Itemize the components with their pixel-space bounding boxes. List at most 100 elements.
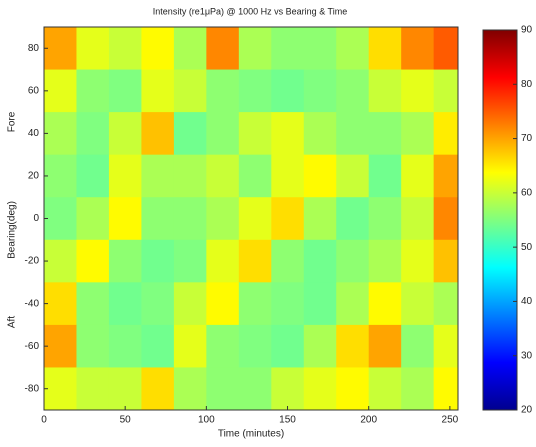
- heat-cell: [433, 197, 458, 241]
- heat-cell: [271, 282, 305, 326]
- heat-cell: [238, 154, 272, 198]
- heat-cell: [336, 282, 370, 326]
- heat-cell: [44, 367, 77, 410]
- heat-cell: [303, 112, 337, 156]
- colorbar: [482, 29, 518, 411]
- colorbar-tick-label: 90: [521, 25, 533, 36]
- heat-cell: [271, 69, 305, 113]
- heat-cell: [44, 324, 77, 368]
- y-tick-label: 20: [28, 171, 40, 182]
- heat-cell: [206, 367, 240, 410]
- fore-label: Fore: [7, 111, 18, 132]
- colorbar-tick-label: 30: [521, 350, 533, 361]
- y-axis-label: Bearing(deg): [7, 201, 18, 259]
- heat-cell: [238, 197, 272, 241]
- x-axis-label: Time (minutes): [218, 429, 284, 440]
- heat-cell: [238, 69, 272, 113]
- heat-cell: [368, 197, 402, 241]
- aft-label: Aft: [7, 316, 18, 328]
- heat-cell: [433, 282, 458, 326]
- heat-cell: [76, 27, 110, 71]
- heat-cell: [76, 197, 110, 241]
- heat-cell: [238, 324, 272, 368]
- y-tick-label: 40: [28, 128, 40, 139]
- x-tick-label: 100: [198, 415, 215, 426]
- heat-cell: [433, 112, 458, 156]
- heat-cell: [206, 154, 240, 198]
- heat-cell: [173, 197, 207, 241]
- heat-cell: [401, 154, 435, 198]
- x-tick-label: 150: [279, 415, 296, 426]
- colorbar-tick-label: 60: [521, 187, 533, 198]
- heat-cell: [238, 112, 272, 156]
- heat-cell: [108, 27, 142, 71]
- heat-cell: [108, 154, 142, 198]
- heat-cell: [271, 154, 305, 198]
- heat-cell: [76, 367, 110, 410]
- heat-cell: [44, 197, 77, 241]
- heat-cell: [141, 239, 175, 283]
- heatmap: [44, 27, 458, 410]
- heat-cell: [336, 197, 370, 241]
- heat-cell: [76, 239, 110, 283]
- heat-cell: [433, 154, 458, 198]
- heat-cell: [303, 239, 337, 283]
- heat-cell: [141, 69, 175, 113]
- heat-cell: [141, 27, 175, 71]
- heat-cell: [271, 324, 305, 368]
- heat-cell: [368, 27, 402, 71]
- heat-cell: [206, 197, 240, 241]
- heat-cell: [141, 112, 175, 156]
- heat-cell: [401, 197, 435, 241]
- heat-cell: [206, 324, 240, 368]
- heat-cell: [433, 324, 458, 368]
- heat-cell: [303, 69, 337, 113]
- heat-cell: [303, 367, 337, 410]
- heat-cell: [368, 367, 402, 410]
- heat-cell: [173, 282, 207, 326]
- heat-cell: [336, 69, 370, 113]
- heat-cell: [271, 367, 305, 410]
- heat-cell: [303, 282, 337, 326]
- heat-cell: [173, 112, 207, 156]
- x-tick-label: 50: [120, 415, 132, 426]
- heat-cell: [76, 112, 110, 156]
- heat-cell: [44, 69, 77, 113]
- heat-cell: [173, 154, 207, 198]
- heat-cell: [44, 154, 77, 198]
- heat-cell: [401, 324, 435, 368]
- heat-cell: [141, 154, 175, 198]
- heat-cell: [368, 324, 402, 368]
- heat-cell: [336, 324, 370, 368]
- heat-cell: [108, 324, 142, 368]
- heat-cell: [401, 69, 435, 113]
- chart-title: Intensity (re1μPa) @ 1000 Hz vs Bearing …: [153, 6, 347, 16]
- heat-cell: [336, 154, 370, 198]
- heat-cell: [368, 154, 402, 198]
- heat-cell: [173, 367, 207, 410]
- heat-cell: [76, 154, 110, 198]
- heat-cell: [206, 239, 240, 283]
- heat-cell: [141, 367, 175, 410]
- heat-cell: [173, 239, 207, 283]
- heat-cell: [44, 239, 77, 283]
- heat-cell: [303, 154, 337, 198]
- heat-cell: [271, 27, 305, 71]
- heat-cell: [401, 112, 435, 156]
- y-tick-label: -60: [25, 341, 40, 352]
- heat-cell: [108, 69, 142, 113]
- heat-cell: [368, 282, 402, 326]
- heat-cell: [44, 27, 77, 71]
- heat-cell: [206, 282, 240, 326]
- heat-cell: [108, 367, 142, 410]
- colorbar-tick-label: 20: [521, 405, 533, 416]
- heat-cell: [271, 239, 305, 283]
- heat-cell: [76, 69, 110, 113]
- heat-cell: [238, 239, 272, 283]
- heat-cell: [336, 239, 370, 283]
- x-tick-label: 250: [442, 415, 459, 426]
- y-tick-label: -40: [25, 298, 40, 309]
- heat-cell: [336, 112, 370, 156]
- heat-cell: [401, 367, 435, 410]
